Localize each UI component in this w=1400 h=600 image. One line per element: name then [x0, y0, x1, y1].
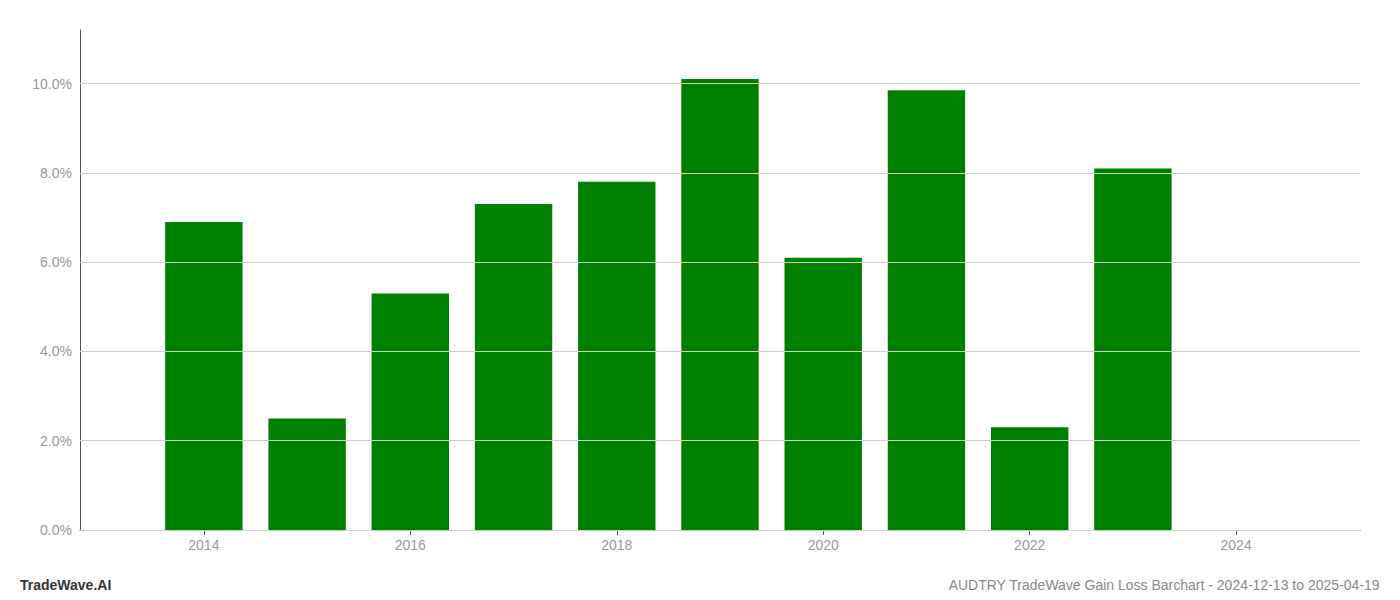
svg-text:0.0%: 0.0%	[40, 522, 72, 538]
svg-text:8.0%: 8.0%	[40, 165, 72, 181]
svg-text:2024: 2024	[1221, 537, 1252, 553]
svg-text:2014: 2014	[188, 537, 219, 553]
svg-text:6.0%: 6.0%	[40, 254, 72, 270]
svg-text:2016: 2016	[395, 537, 426, 553]
svg-text:10.0%: 10.0%	[32, 76, 72, 92]
svg-text:4.0%: 4.0%	[40, 343, 72, 359]
svg-text:2022: 2022	[1014, 537, 1045, 553]
svg-text:2018: 2018	[601, 537, 632, 553]
svg-text:TradeWave.AI: TradeWave.AI	[20, 577, 111, 593]
svg-text:2.0%: 2.0%	[40, 433, 72, 449]
svg-text:2020: 2020	[808, 537, 839, 553]
svg-text:AUDTRY TradeWave Gain Loss Bar: AUDTRY TradeWave Gain Loss Barchart - 20…	[949, 577, 1380, 593]
